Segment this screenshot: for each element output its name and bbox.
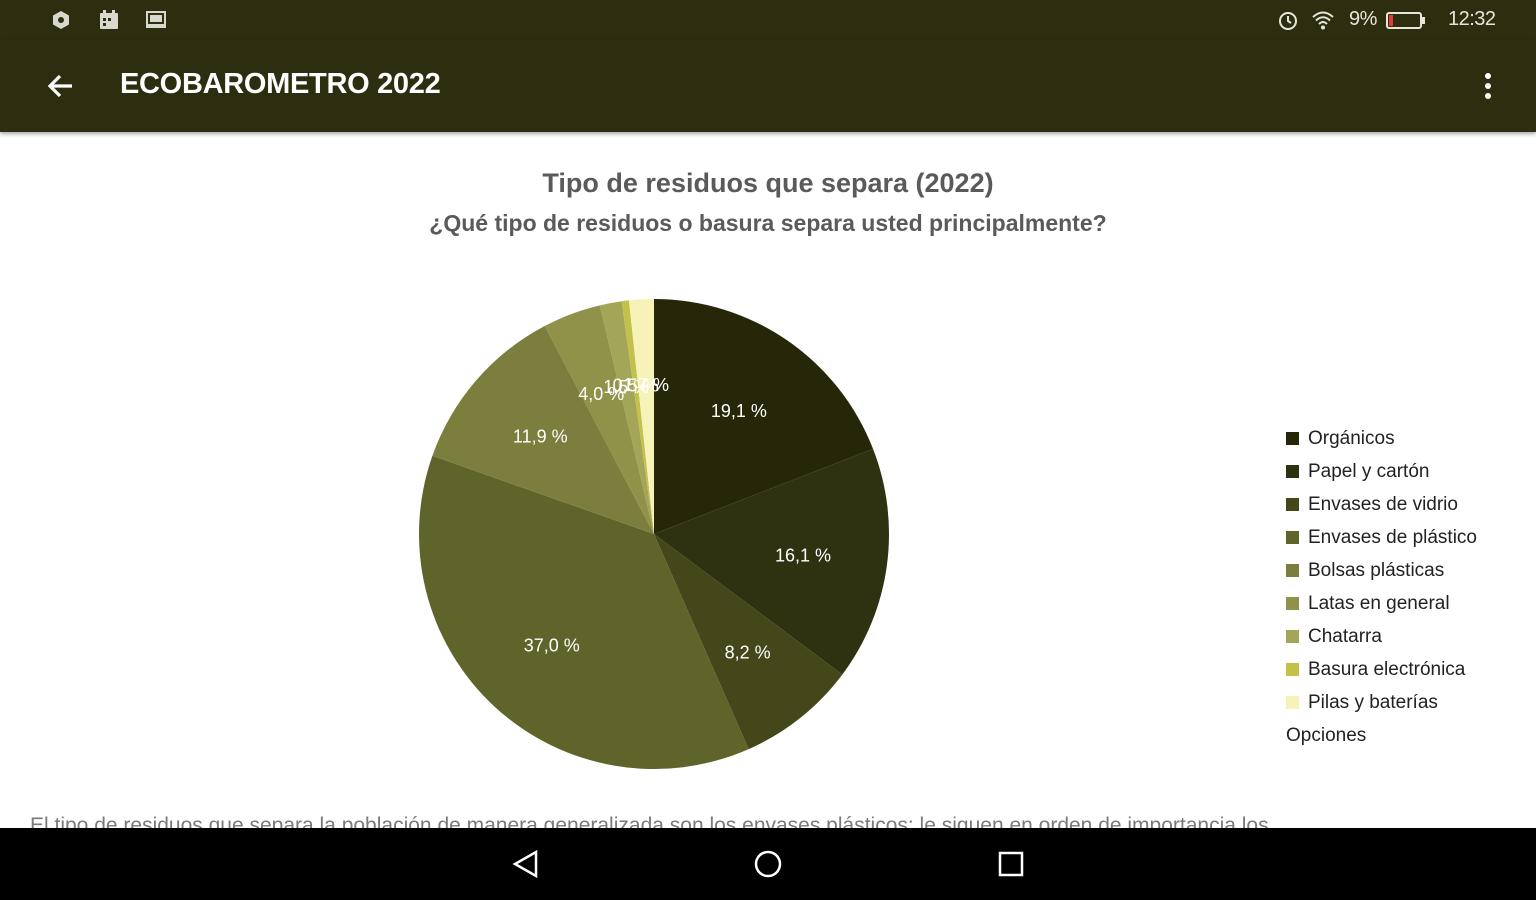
legend-label: Pilas y baterías: [1308, 692, 1438, 713]
page-title: ECOBAROMETRO 2022: [120, 68, 441, 100]
pie-slice[interactable]: [419, 455, 749, 769]
description-text: El tipo de residuos que separa la poblac…: [30, 814, 1269, 828]
chart-legend: Orgánicos Papel y cartón Envases de vidrio…: [1286, 428, 1477, 747]
status-bar: 9% 12:32: [0, 0, 1536, 40]
slice-label: 8,2 %: [725, 643, 771, 663]
legend-item[interactable]: Bolsas plásticas: [1286, 560, 1444, 593]
slice-label: 19,1 %: [711, 401, 767, 421]
chart-subtitle: ¿Qué tipo de residuos o basura separa us…: [429, 210, 1107, 236]
pie-chart: 19,1 % 16,1 % 8,2 % 37,0 % 11,9 % 4,0 %1,5 %0…: [419, 299, 889, 769]
nav-back-icon[interactable]: [506, 844, 546, 884]
legend-swatch: [1286, 531, 1299, 544]
legend-swatch: [1286, 465, 1299, 478]
legend-item[interactable]: Orgánicos: [1286, 428, 1395, 461]
legend-item[interactable]: Pilas y baterías: [1286, 692, 1438, 725]
clock: 12:32: [1448, 8, 1496, 30]
legend-swatch: [1286, 564, 1299, 577]
legend-item[interactable]: Basura electrónica: [1286, 659, 1465, 692]
pie-slice[interactable]: [628, 299, 654, 534]
chart-title: Tipo de residuos que separa (2022): [542, 168, 994, 198]
slice-label: 1,5 %: [603, 377, 649, 397]
legend-label: Envases de vidrio: [1308, 494, 1458, 515]
navigation-bar: [0, 828, 1536, 900]
legend-item[interactable]: Envases de plástico: [1286, 527, 1477, 560]
legend-label: Latas en general: [1308, 593, 1450, 614]
pie-slice[interactable]: [599, 301, 654, 534]
app-bar: ECOBAROMETRO 2022: [0, 40, 1536, 132]
legend-label: Envases de plástico: [1308, 527, 1477, 548]
slice-label: 37,0 %: [524, 635, 580, 655]
legend-swatch: [1286, 630, 1299, 643]
pie-slice[interactable]: [432, 325, 654, 534]
legend-item[interactable]: Envases de vidrio: [1286, 494, 1458, 527]
nav-home-icon[interactable]: [748, 844, 788, 884]
nav-recents-icon[interactable]: [991, 844, 1031, 884]
battery-icon: [1386, 12, 1425, 29]
more-vert-icon[interactable]: [1470, 64, 1506, 108]
legend-swatch: [1286, 597, 1299, 610]
slice-label: 16,1 %: [775, 545, 831, 565]
alarm-icon: [1279, 12, 1297, 30]
legend-label: Chatarra: [1308, 626, 1382, 647]
legend-title: Opciones: [1286, 725, 1367, 746]
app-notification-icon: [53, 11, 69, 29]
pie-slice[interactable]: [654, 448, 889, 675]
legend-item[interactable]: Papel y cartón: [1286, 461, 1429, 494]
pie-slice[interactable]: [621, 300, 654, 534]
legend-swatch: [1286, 432, 1299, 445]
legend-label: Orgánicos: [1308, 428, 1395, 449]
legend-label: Papel y cartón: [1308, 461, 1430, 482]
legend-swatch: [1286, 696, 1299, 709]
slice-label: 1,7 %: [623, 375, 669, 395]
slice-label: 11,9 %: [513, 427, 568, 447]
pie-slice[interactable]: [654, 534, 843, 750]
slice-label: 0,5 %: [613, 376, 659, 396]
battery-percent: 9%: [1349, 8, 1377, 30]
legend-label: Basura electrónica: [1308, 659, 1466, 680]
arrow-back-icon[interactable]: [40, 66, 80, 106]
slice-label: 4,0 %: [578, 384, 624, 404]
legend-item[interactable]: Latas en general: [1286, 593, 1450, 626]
wifi-icon: [1312, 11, 1334, 30]
legend-swatch: [1286, 498, 1299, 511]
calendar-icon: [100, 10, 118, 29]
content-area: Tipo de residuos que separa (2022) ¿Qué …: [0, 132, 1536, 828]
legend-label: Bolsas plásticas: [1308, 560, 1445, 581]
pie-slice[interactable]: [654, 299, 874, 534]
legend-swatch: [1286, 663, 1299, 676]
legend-item[interactable]: Chatarra: [1286, 626, 1382, 659]
cast-icon: [146, 11, 166, 28]
pie-slice[interactable]: [544, 305, 654, 534]
